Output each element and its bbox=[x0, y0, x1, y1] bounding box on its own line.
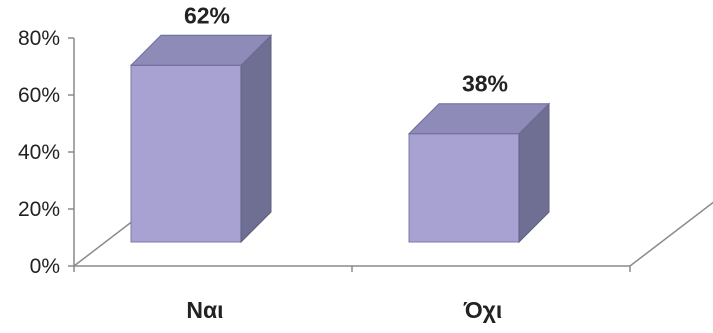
data-labels: 62% 38% bbox=[184, 2, 508, 96]
bar-2 bbox=[407, 102, 551, 244]
y-tick-label: 0% bbox=[30, 255, 60, 278]
y-tick-label: 80% bbox=[18, 27, 60, 50]
data-label: 38% bbox=[462, 71, 508, 97]
y-axis-ticks: 0% 20% 40% 60% 80% bbox=[18, 27, 60, 278]
bar-side-face bbox=[240, 34, 272, 244]
chart-bars bbox=[129, 34, 551, 244]
bar-top-face bbox=[407, 103, 551, 135]
y-tick-label: 20% bbox=[18, 198, 60, 221]
bar-front-face bbox=[408, 133, 520, 243]
chart-axes bbox=[68, 37, 713, 272]
bar-front-face bbox=[130, 64, 242, 243]
data-label: 62% bbox=[184, 2, 230, 28]
y-tick-label: 40% bbox=[18, 141, 60, 164]
category-labels: Ναι Όχι bbox=[186, 297, 502, 323]
bar-top-face bbox=[129, 34, 273, 66]
floor-right-edge bbox=[629, 201, 713, 267]
y-tick-label: 60% bbox=[18, 84, 60, 107]
category-label: Όχι bbox=[463, 297, 503, 323]
bar-1 bbox=[129, 34, 273, 244]
category-label: Ναι bbox=[186, 297, 223, 323]
